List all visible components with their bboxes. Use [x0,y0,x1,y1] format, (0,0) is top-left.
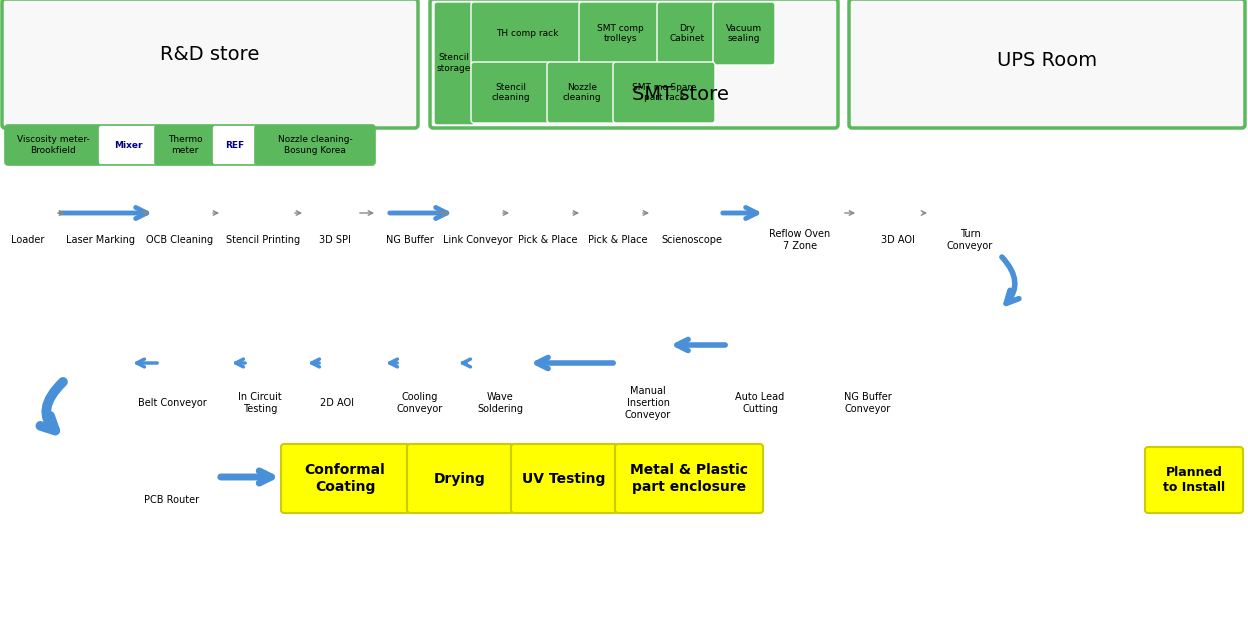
FancyBboxPatch shape [1144,447,1243,513]
Text: NG Buffer
Conveyor: NG Buffer Conveyor [844,392,892,414]
Text: Stencil
storage: Stencil storage [437,53,472,73]
Text: Drying: Drying [434,472,485,485]
Text: Scienoscope: Scienoscope [661,235,723,245]
Text: Nozzle
cleaning: Nozzle cleaning [563,83,602,102]
Text: Stencil
cleaning: Stencil cleaning [492,83,530,102]
FancyBboxPatch shape [407,444,513,513]
Text: Manual
Insertion
Conveyor: Manual Insertion Conveyor [625,386,671,419]
Text: TH comp rack: TH comp rack [495,29,558,38]
Text: Dry
Cabinet: Dry Cabinet [669,24,705,43]
FancyBboxPatch shape [431,0,837,128]
FancyBboxPatch shape [470,62,552,123]
FancyBboxPatch shape [656,2,718,65]
FancyBboxPatch shape [255,125,374,165]
FancyBboxPatch shape [613,62,715,123]
FancyBboxPatch shape [579,2,661,65]
FancyBboxPatch shape [434,2,475,125]
Text: Laser Marking: Laser Marking [65,235,135,245]
Text: Viscosity meter-
Brookfield: Viscosity meter- Brookfield [16,135,90,155]
Text: Link Conveyor: Link Conveyor [443,235,513,245]
FancyBboxPatch shape [510,444,617,513]
Text: SMT mc Spare
part rack: SMT mc Spare part rack [631,83,696,102]
Text: Auto Lead
Cutting: Auto Lead Cutting [735,392,785,414]
Text: Turn
Conveyor: Turn Conveyor [947,229,993,251]
Text: UPS Room: UPS Room [997,51,1097,69]
Text: SMT store: SMT store [631,85,729,104]
Text: Nozzle cleaning-
Bosung Korea: Nozzle cleaning- Bosung Korea [277,135,352,155]
Text: SMT comp
trolleys: SMT comp trolleys [597,24,644,43]
Text: REF: REF [226,140,245,150]
FancyBboxPatch shape [5,125,101,165]
Text: Wave
Soldering: Wave Soldering [477,392,523,414]
Text: 3D AOI: 3D AOI [881,235,915,245]
Text: Mixer: Mixer [114,140,142,150]
Text: Loader: Loader [11,235,45,245]
FancyBboxPatch shape [155,125,215,165]
FancyBboxPatch shape [547,62,617,123]
Text: OCB Cleaning: OCB Cleaning [146,235,213,245]
Text: 2D AOI: 2D AOI [319,398,354,408]
FancyBboxPatch shape [713,2,775,65]
Text: Belt Conveyor: Belt Conveyor [137,398,206,408]
FancyBboxPatch shape [615,444,763,513]
Text: Pick & Place: Pick & Place [588,235,648,245]
Text: UV Testing: UV Testing [523,472,605,485]
Text: R&D store: R&D store [160,46,260,64]
Text: Vacuum
sealing: Vacuum sealing [726,24,763,43]
Text: Pick & Place: Pick & Place [518,235,578,245]
Text: Reflow Oven
7 Zone: Reflow Oven 7 Zone [769,229,831,251]
Text: NG Buffer: NG Buffer [386,235,434,245]
Text: In Circuit
Testing: In Circuit Testing [238,392,282,414]
Text: Thermo
meter: Thermo meter [167,135,202,155]
Text: 3D SPI: 3D SPI [319,235,351,245]
Text: Planned
to Install: Planned to Install [1163,466,1226,494]
FancyBboxPatch shape [849,0,1246,128]
FancyBboxPatch shape [281,444,409,513]
Text: Stencil Printing: Stencil Printing [226,235,300,245]
Text: Metal & Plastic
part enclosure: Metal & Plastic part enclosure [630,464,748,494]
FancyBboxPatch shape [2,0,418,128]
Text: Cooling
Conveyor: Cooling Conveyor [397,392,443,414]
FancyBboxPatch shape [99,125,158,165]
FancyBboxPatch shape [470,2,583,65]
FancyBboxPatch shape [212,125,258,165]
Text: Conformal
Coating: Conformal Coating [305,464,386,494]
Text: PCB Router: PCB Router [145,495,200,505]
